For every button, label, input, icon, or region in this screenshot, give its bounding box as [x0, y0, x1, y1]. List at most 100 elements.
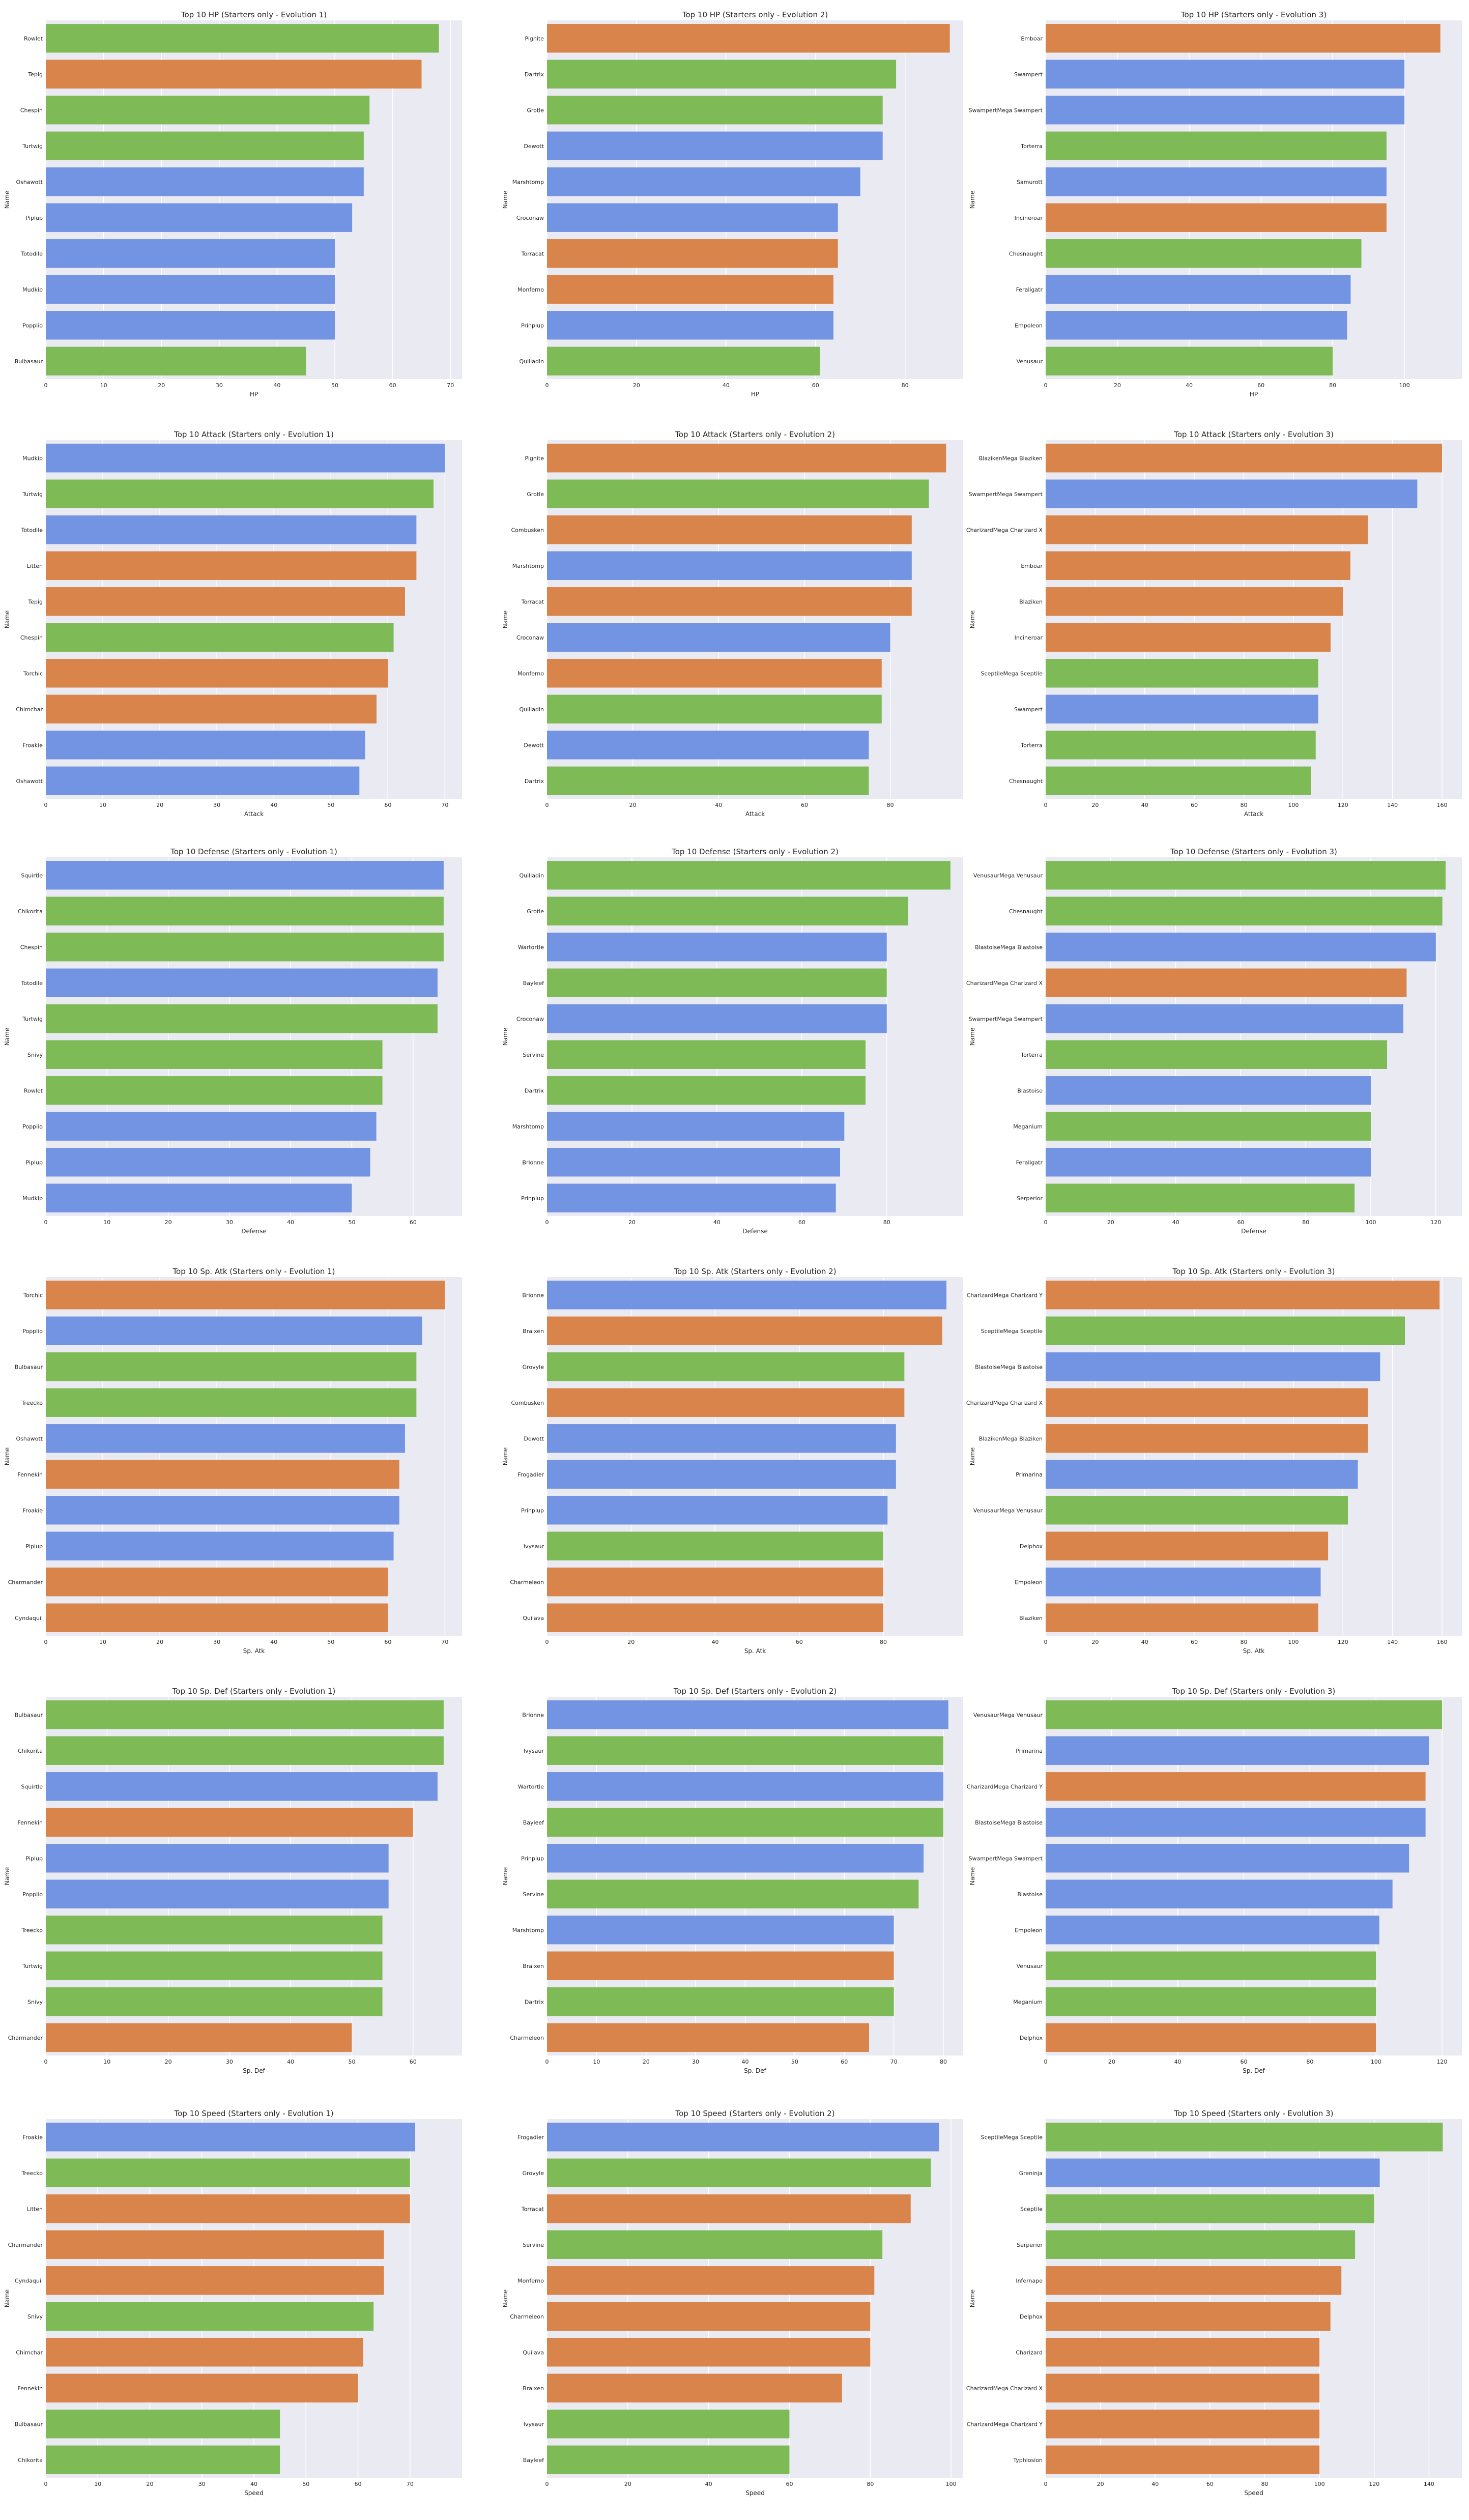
y-axis-label: Name [969, 191, 976, 209]
x-tick-label: 40 [1141, 802, 1148, 808]
bar [1046, 2194, 1374, 2223]
bar [547, 239, 838, 268]
x-tick-label: 20 [165, 2059, 172, 2065]
bar [46, 1352, 417, 1381]
x-tick-label: 70 [407, 2481, 414, 2487]
bar [547, 1736, 944, 1765]
x-tick-label: 40 [1174, 2059, 1182, 2065]
y-tick-label: Venusaur [1017, 1963, 1043, 1969]
bar [46, 933, 444, 962]
bar [46, 1844, 389, 1873]
x-tick-label: 0 [44, 802, 48, 808]
x-tick-label: 0 [1044, 802, 1048, 808]
x-tick-label: 120 [1338, 802, 1348, 808]
x-tick-label: 60 [384, 1639, 391, 1645]
chart-svg: Top 10 Sp. Atk (Starters only - Evolutio… [502, 1267, 963, 1655]
chart-panel-3: Top 10 HP (Starters only - Evolution 3) 0… [968, 10, 1469, 412]
y-tick-label: BlastoiseMega Blastoise [975, 944, 1043, 950]
chart-title: Top 10 Defense (Starters only - Evolutio… [1170, 847, 1337, 856]
bar [547, 1352, 905, 1381]
bar [46, 2410, 280, 2439]
bar [1046, 1460, 1358, 1489]
y-tick-label: Ivysaur [524, 1543, 544, 1550]
y-tick-label: CharizardMega Charizard X [966, 527, 1043, 533]
bar [46, 1004, 438, 1033]
bar [1046, 1112, 1371, 1141]
x-tick-label: 20 [1097, 2481, 1104, 2487]
bar [46, 623, 394, 652]
y-tick-label: Chikorita [18, 2457, 43, 2464]
x-tick-label: 60 [841, 2059, 848, 2065]
x-tick-label: 40 [742, 2059, 749, 2065]
x-tick-label: 160 [1437, 802, 1448, 808]
x-axis-label: Attack [1244, 810, 1263, 818]
x-tick-label: 60 [798, 1219, 805, 1226]
y-tick-label: Wartortle [518, 1783, 544, 1790]
bar [46, 479, 434, 508]
chart-title: Top 10 Sp. Def (Starters only - Evolutio… [673, 1687, 837, 1696]
y-tick-label: Primarina [1016, 1748, 1043, 1754]
y-tick-label: Snivy [27, 1998, 43, 2005]
chart-svg: Top 10 Defense (Starters only - Evolutio… [502, 847, 963, 1235]
x-tick-label: 40 [273, 382, 280, 389]
y-tick-label: Wartortle [518, 944, 544, 950]
y-tick-label: Chespin [20, 634, 43, 641]
y-tick-label: SwampertMega Swampert [968, 1855, 1043, 1862]
bar [1046, 623, 1331, 652]
y-tick-label: Grotle [527, 107, 544, 113]
x-tick-label: 20 [629, 802, 637, 808]
y-tick-label: Dartrix [525, 1998, 544, 2005]
x-tick-label: 20 [158, 382, 165, 389]
bar [46, 1916, 383, 1945]
x-tick-label: 30 [216, 382, 223, 389]
bar [46, 60, 422, 89]
x-tick-label: 20 [156, 1639, 163, 1645]
y-tick-label: Charmeleon [510, 2035, 544, 2041]
y-tick-label: Chesnaught [1009, 778, 1043, 785]
bar [1046, 2445, 1320, 2474]
x-tick-label: 60 [796, 1639, 803, 1645]
bar [1046, 2373, 1320, 2402]
bar [46, 1148, 370, 1177]
bar [46, 1951, 383, 1980]
y-tick-label: BlazikenMega Blaziken [979, 455, 1043, 461]
x-tick-label: 0 [545, 2059, 549, 2065]
y-tick-label: Squirtle [21, 1783, 43, 1790]
bar [1046, 1004, 1403, 1033]
bar [46, 1808, 413, 1837]
y-tick-label: Froakie [23, 2134, 43, 2140]
y-tick-label: Totodile [21, 527, 43, 533]
chart-svg: Top 10 HP (Starters only - Evolution 2) 0… [502, 10, 963, 398]
chart-panel-9: Top 10 Defense (Starters only - Evolutio… [966, 847, 1469, 1249]
bar [46, 203, 353, 232]
bar [1046, 659, 1318, 688]
bar [46, 1183, 352, 1212]
bar [547, 1951, 894, 1980]
bar [547, 2023, 869, 2052]
bar [1046, 694, 1318, 723]
y-tick-label: Torracat [521, 250, 544, 257]
bar [1046, 2123, 1443, 2152]
y-tick-label: Torterra [1020, 742, 1043, 748]
bar [1046, 2023, 1376, 2052]
y-tick-label: Bulbasaur [15, 1364, 43, 1370]
x-tick-label: 0 [545, 802, 549, 808]
chart-panel-11: Top 10 Sp. Atk (Starters only - Evolutio… [501, 1267, 990, 1669]
y-tick-label: Turtwig [22, 1963, 43, 1969]
y-tick-label: Marshtomp [512, 1123, 544, 1130]
chart-svg: Top 10 Sp. Def (Starters only - Evolutio… [4, 1687, 462, 2074]
y-tick-label: Grovyle [523, 2170, 544, 2177]
bar [547, 1568, 884, 1597]
bar [46, 311, 335, 340]
y-tick-label: Torchic [23, 1292, 43, 1298]
bar [547, 1316, 942, 1345]
bar [46, 346, 306, 375]
y-tick-label: SceptileMega Sceptile [981, 2134, 1043, 2140]
x-axis-label: Defense [241, 1228, 266, 1235]
bar [46, 694, 377, 723]
y-tick-label: Venusaur [1017, 358, 1043, 365]
bar [1046, 551, 1350, 580]
bar [1046, 444, 1443, 473]
x-axis-label: Speed [244, 2489, 264, 2497]
